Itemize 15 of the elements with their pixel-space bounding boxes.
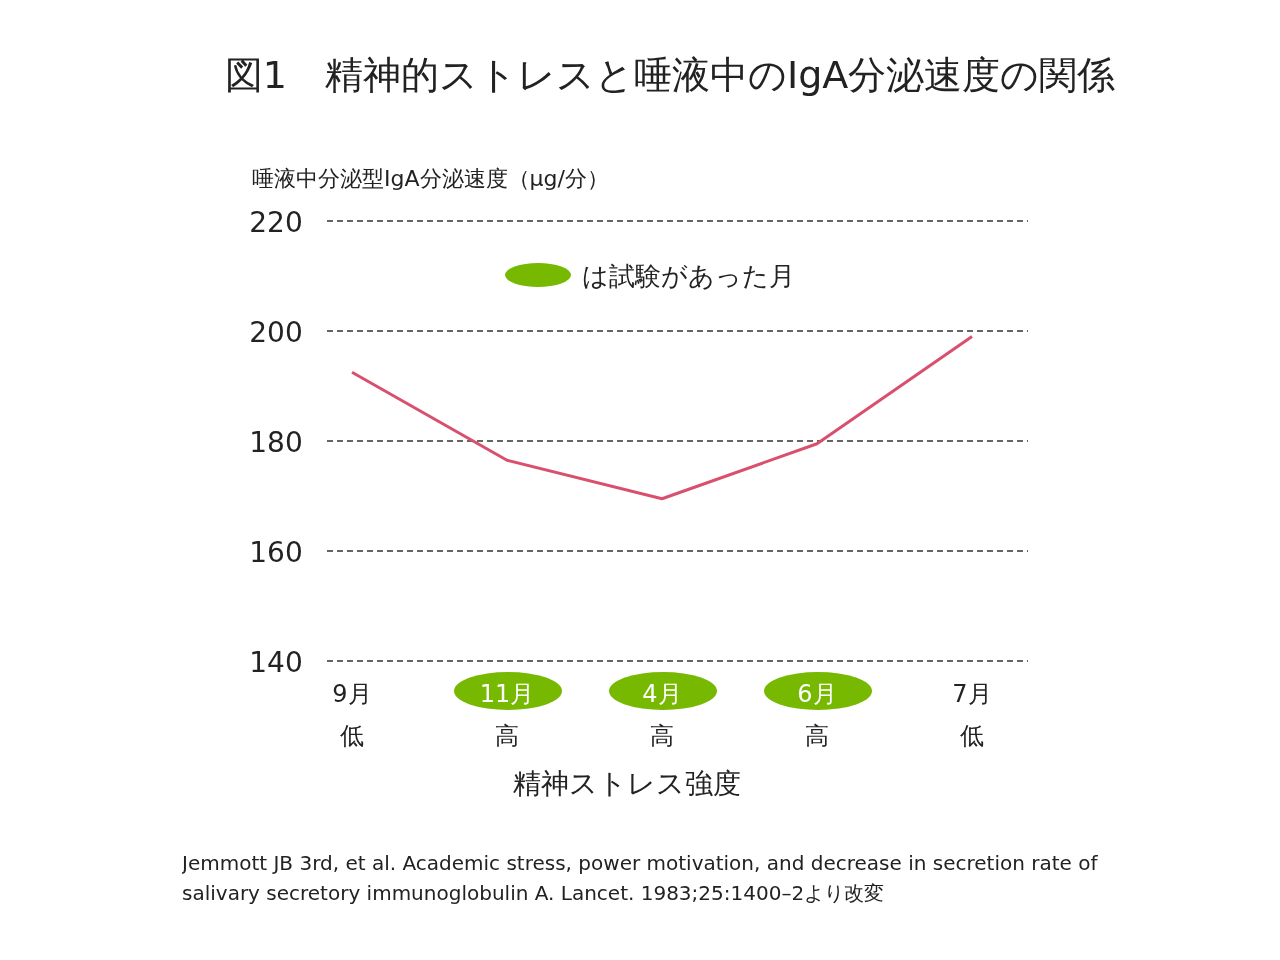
x-tick-label: 9月低 bbox=[332, 680, 372, 750]
x-axis-title: 精神ストレス強度 bbox=[513, 767, 741, 800]
line-series bbox=[350, 335, 974, 501]
chart-title: 図1 精神的ストレスと唾液中のIgA分泌速度の関係 bbox=[224, 53, 1116, 97]
y-tick-label: 180 bbox=[249, 426, 303, 459]
x-tick-label: 6月高 bbox=[797, 680, 837, 750]
y-tick-label: 140 bbox=[249, 646, 303, 679]
x-tick-label: 4月高 bbox=[642, 680, 682, 750]
y-tick-label: 220 bbox=[249, 206, 303, 239]
x-tick-label: 7月低 bbox=[952, 680, 992, 750]
y-tick-label: 200 bbox=[249, 316, 303, 349]
x-tick-label: 11月高 bbox=[479, 680, 535, 750]
y-axis-title: 唾液中分泌型IgA分泌速度（μg/分） bbox=[252, 166, 609, 191]
y-tick-label: 160 bbox=[249, 536, 303, 569]
legend-label: は試験があった月 bbox=[582, 261, 795, 291]
